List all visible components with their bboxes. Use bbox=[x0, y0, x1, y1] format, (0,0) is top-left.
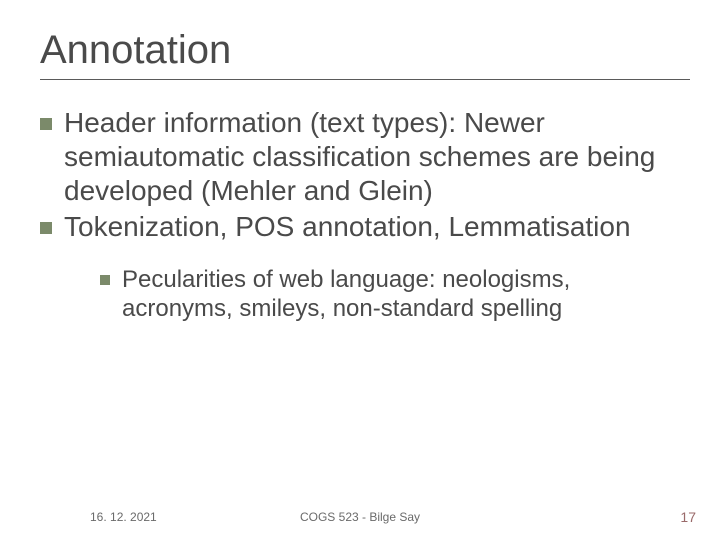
footer-center: COGS 523 - Bilge Say bbox=[300, 510, 420, 524]
bullet-item: Header information (text types): Newer s… bbox=[40, 106, 680, 208]
footer-page-number: 17 bbox=[680, 509, 696, 525]
bullet-item: Tokenization, POS annotation, Lemmatisat… bbox=[40, 210, 680, 244]
slide: Annotation Header information (text type… bbox=[0, 0, 720, 540]
sub-bullet-item: Pecularities of web language: neologisms… bbox=[100, 265, 680, 324]
bullet-text: Tokenization, POS annotation, Lemmatisat… bbox=[64, 210, 631, 244]
bullet-square-icon bbox=[100, 275, 110, 285]
bullet-square-icon bbox=[40, 222, 52, 234]
slide-title: Annotation bbox=[0, 0, 720, 79]
bullet-text: Header information (text types): Newer s… bbox=[64, 106, 680, 208]
bullet-square-icon bbox=[40, 118, 52, 130]
sub-bullet-text: Pecularities of web language: neologisms… bbox=[122, 265, 680, 324]
footer: 16. 12. 2021 COGS 523 - Bilge Say 17 bbox=[0, 510, 720, 524]
content-area: Header information (text types): Newer s… bbox=[0, 80, 720, 323]
footer-date: 16. 12. 2021 bbox=[0, 510, 157, 524]
sub-content-area: Pecularities of web language: neologisms… bbox=[40, 247, 680, 324]
